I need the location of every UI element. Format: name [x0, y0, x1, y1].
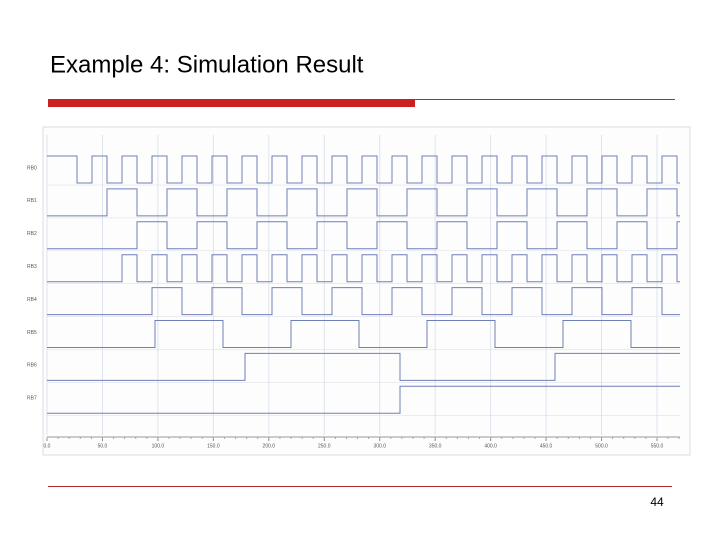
- signal-wave: [47, 221, 680, 250]
- signal-wave: [47, 352, 680, 381]
- signal-wave: [47, 155, 680, 184]
- signal-label: RB7: [27, 396, 37, 402]
- time-label: 0.0: [44, 443, 51, 449]
- time-label: 300.0: [373, 443, 386, 449]
- signal-wave: [47, 385, 680, 414]
- time-label: 350.0: [429, 443, 442, 449]
- signal-label: RB5: [27, 330, 37, 336]
- page-number: 44: [650, 495, 664, 509]
- waveform: 0.0 50.0 100.0 150.0 200.0 250.0 300.0 350.0 400…: [27, 135, 680, 449]
- signal-label: RB6: [27, 363, 37, 369]
- slide-title: Example 4: Simulation Result: [50, 51, 364, 78]
- time-label: 100.0: [152, 443, 165, 449]
- time-label: 450.0: [540, 443, 553, 449]
- signal-label: RB3: [27, 264, 37, 270]
- title-bar: [48, 99, 415, 107]
- signal-label: RB4: [27, 297, 37, 303]
- waveform-frame: [42, 126, 691, 456]
- signal-label: RB0: [27, 165, 37, 171]
- time-label: 550.0: [651, 443, 664, 449]
- time-label: 250.0: [318, 443, 331, 449]
- time-label: 50.0: [98, 443, 108, 449]
- signal-wave: [47, 254, 680, 283]
- time-label: 400.0: [484, 443, 497, 449]
- signal-label: RB2: [27, 231, 37, 237]
- signal-wave: [47, 320, 680, 348]
- signal-label: RB1: [27, 198, 37, 204]
- time-label: 200.0: [263, 443, 276, 449]
- signal-wave: [47, 287, 680, 316]
- time-label: 500.0: [595, 443, 608, 449]
- signal-wave: [47, 188, 680, 217]
- time-label: 150.0: [207, 443, 220, 449]
